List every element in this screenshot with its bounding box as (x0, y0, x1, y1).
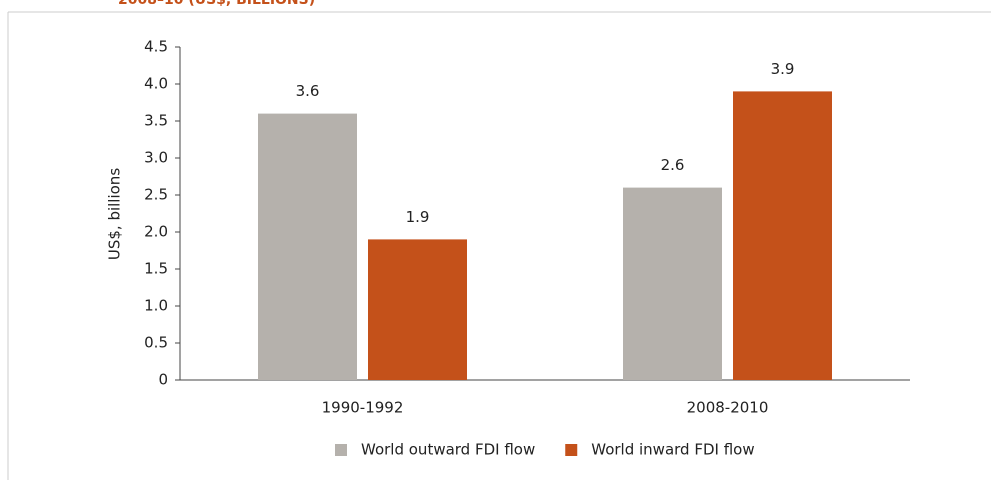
y-tick-label: 1.0 (144, 297, 168, 315)
y-tick-label: 3.5 (144, 112, 168, 130)
bar (623, 187, 722, 380)
y-tick-label: 4.5 (144, 38, 168, 56)
bar (733, 91, 832, 381)
data-label: 3.9 (771, 60, 795, 78)
data-label: 3.6 (296, 82, 320, 100)
y-tick-label: 2.0 (144, 223, 168, 241)
y-tick-label: 4.0 (144, 75, 168, 93)
bar (258, 113, 357, 380)
chart-title: 2008–10 (US$, BILLIONS) (118, 0, 315, 8)
bar (368, 239, 467, 380)
legend-label: World inward FDI flow (591, 441, 754, 459)
y-tick-label: 1.5 (144, 260, 168, 278)
data-label: 2.6 (661, 156, 685, 174)
x-tick-label: 1990-1992 (322, 399, 404, 417)
x-tick-label: 2008-2010 (687, 399, 769, 417)
y-tick-label: 3.0 (144, 149, 168, 167)
legend-swatch (335, 444, 347, 456)
legend-label: World outward FDI flow (361, 441, 535, 459)
y-tick-label: 2.5 (144, 186, 168, 204)
data-label: 1.9 (406, 208, 430, 226)
y-tick-label: 0 (158, 371, 168, 389)
y-axis-label: US$, billions (106, 168, 124, 260)
y-tick-label: 0.5 (144, 334, 168, 352)
legend-swatch (565, 444, 578, 456)
